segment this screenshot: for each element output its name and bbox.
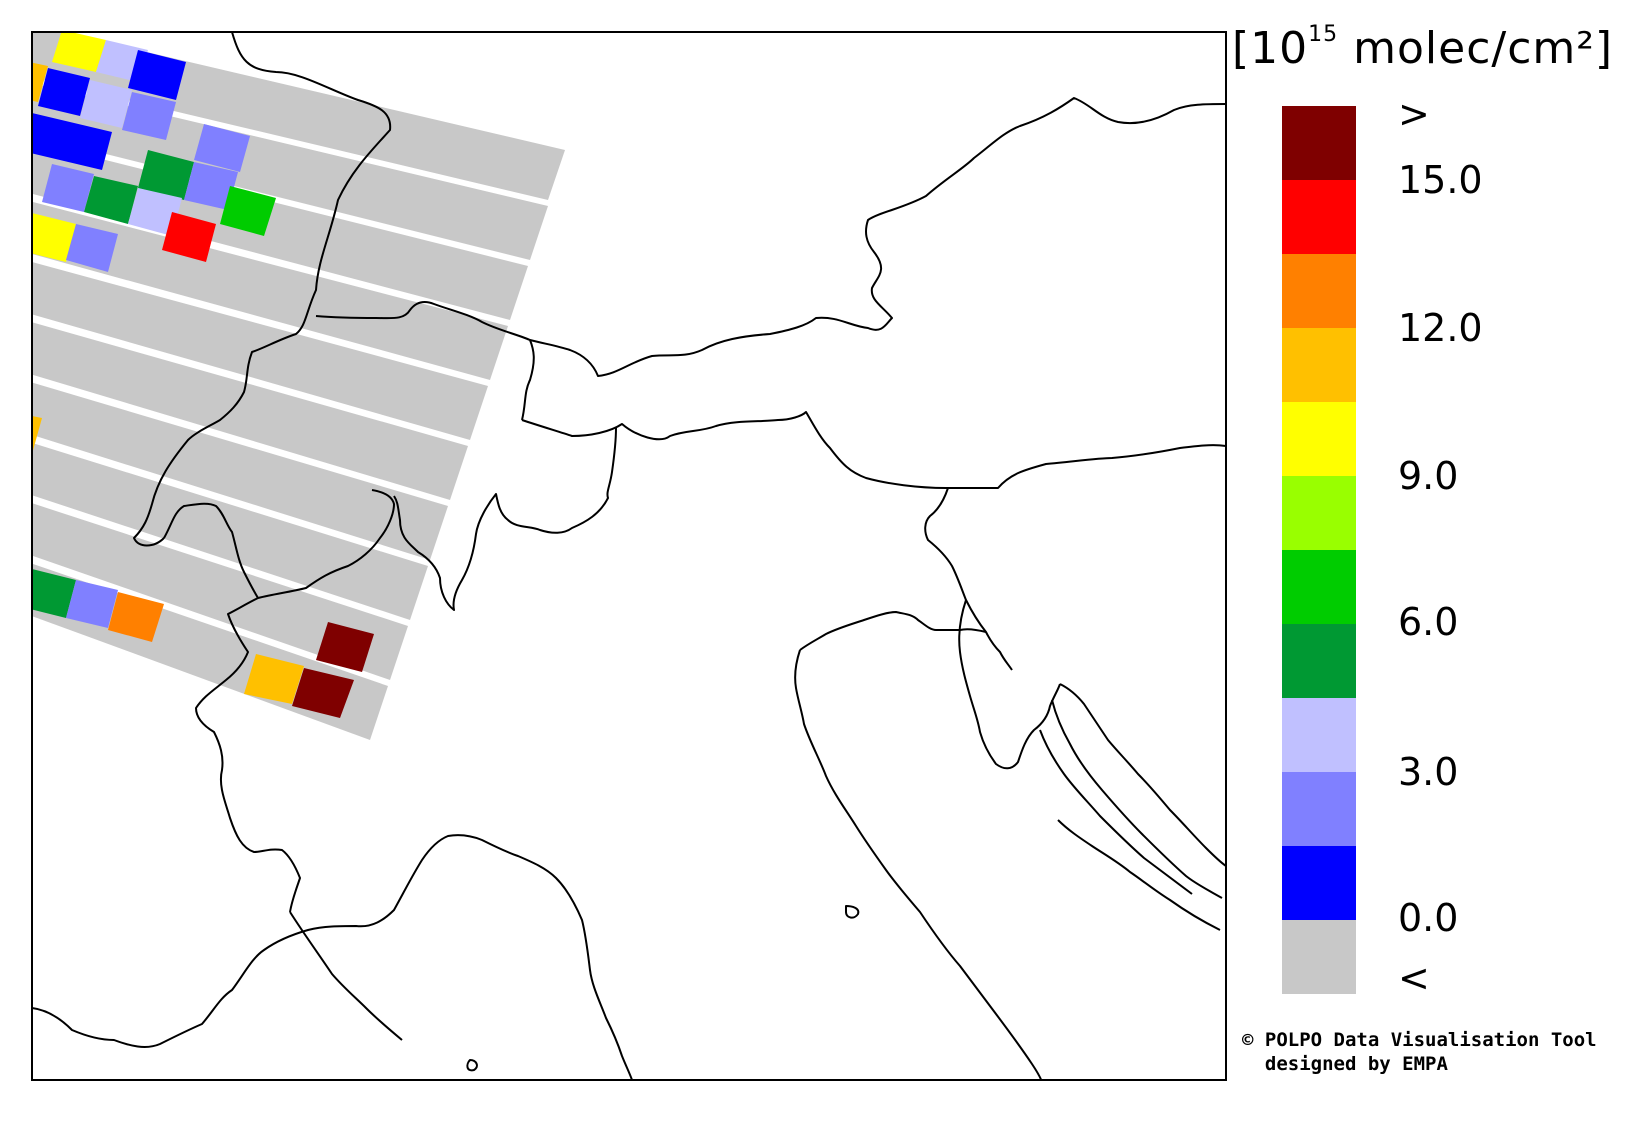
legend-color-bin	[1282, 476, 1356, 550]
coast-adriatic-north	[799, 611, 987, 651]
credit-line-1: © POLPO Data Visualisation Tool	[1242, 1029, 1597, 1051]
legend-color-bin	[1282, 550, 1356, 624]
border-italy-south	[289, 911, 403, 1041]
satellite-swath	[32, 32, 1226, 1080]
coast-istria	[958, 599, 1061, 770]
legend-color-bin	[1282, 846, 1356, 920]
swath-pixels	[32, 32, 374, 718]
island-small-2	[466, 1059, 478, 1072]
island-small-1	[845, 905, 860, 919]
unit-suffix: molec/cm²]	[1338, 23, 1614, 74]
legend-tick-below: <	[1398, 956, 1430, 1000]
coast-croatia	[1059, 683, 1226, 867]
legend-tick-15: 15.0	[1398, 158, 1483, 202]
unit-prefix: [10	[1232, 23, 1309, 74]
borders	[32, 32, 1226, 1080]
legend-color-bin	[1282, 328, 1356, 402]
border-france-germany	[133, 32, 392, 547]
legend-color-bin	[1282, 698, 1356, 772]
border-germany-switzerland	[315, 301, 535, 421]
coast-croatia-islands	[1039, 699, 1223, 931]
unit-exponent: 15	[1308, 22, 1339, 47]
border-germany-austria	[529, 97, 1226, 377]
legend-tick-3: 3.0	[1398, 750, 1459, 794]
coast-ligurian	[32, 834, 633, 1080]
legend-color-bin	[1282, 772, 1356, 846]
legend-colorbar	[1282, 106, 1356, 994]
map-frame	[31, 31, 1227, 1081]
legend-color-bin	[1282, 624, 1356, 698]
credit-line-2: designed by EMPA	[1242, 1053, 1448, 1075]
credit-text: © POLPO Data Visualisation Tool designed…	[1242, 1028, 1597, 1076]
legend-unit-label: [1015 molec/cm²]	[1232, 22, 1613, 74]
legend-tick-0: 0.0	[1398, 896, 1459, 940]
legend-color-bin	[1282, 920, 1356, 994]
legend-color-bin	[1282, 180, 1356, 254]
legend-tick-12: 12.0	[1398, 306, 1483, 350]
legend-tick-9: 9.0	[1398, 454, 1459, 498]
border-switzerland-italy	[393, 427, 617, 611]
coast-italy-east	[794, 649, 1043, 1080]
border-france-italy	[195, 597, 301, 913]
border-austria-italy	[521, 411, 1226, 489]
legend-tick-above: >	[1398, 92, 1430, 136]
border-italy-slovenia	[924, 487, 1013, 671]
legend-color-bin	[1282, 106, 1356, 180]
legend-color-bin	[1282, 402, 1356, 476]
legend-tick-6: 6.0	[1398, 600, 1459, 644]
legend-color-bin	[1282, 254, 1356, 328]
